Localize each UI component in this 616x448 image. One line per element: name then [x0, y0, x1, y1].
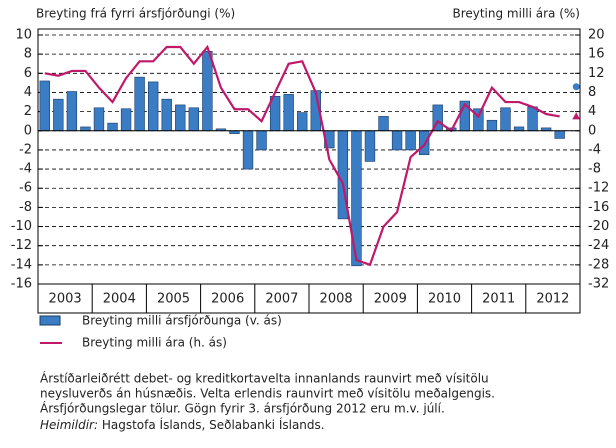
y2-tick-label: -32 [588, 277, 609, 292]
bar [500, 107, 511, 132]
source-label: Heimildir: [40, 418, 98, 432]
note: Árstíðarleiðrétt debet- og kreditkortave… [40, 371, 489, 386]
bar [120, 108, 132, 132]
legend-swatch-bar [39, 315, 61, 326]
y2-tick-label: 0 [588, 123, 596, 138]
y2-tick-label: -16 [588, 200, 609, 215]
bar [405, 130, 416, 151]
bar [256, 130, 267, 151]
y2-tick-label: -28 [588, 257, 609, 272]
y-tick-label: -4 [19, 162, 32, 177]
y2-tick-label: -24 [588, 238, 609, 253]
x-tick-label: 2006 [211, 292, 244, 307]
bar [134, 76, 145, 132]
bar [391, 130, 403, 151]
bar [554, 130, 565, 139]
y2-tick-label: -20 [588, 219, 609, 234]
bar [188, 107, 200, 132]
bar [418, 130, 430, 156]
y-tick-label: 10 [15, 28, 32, 43]
bar [513, 126, 525, 132]
y2-tick-label: 20 [588, 28, 605, 43]
y-tick-label: 4 [24, 85, 32, 100]
x-tick-label: 2007 [265, 292, 298, 307]
legend-label: Breyting milli ársfjórðunga (v. ás) [82, 314, 282, 328]
y-tick-label: -16 [11, 277, 32, 292]
y2-tick-label: 16 [588, 47, 605, 62]
y-tick-label: -10 [11, 219, 32, 234]
x-tick-label: 2009 [374, 292, 407, 307]
bar [364, 130, 376, 162]
line [44, 44, 560, 267]
bar [242, 130, 254, 170]
y2-tick-label: 4 [588, 104, 596, 119]
bar [93, 107, 105, 132]
note: neysluverðs án húsnæðis. Velta erlendis … [40, 387, 495, 401]
source: Heimildir: Hagstofa Íslands, Seðlabanki … [40, 417, 325, 432]
bar [80, 126, 91, 132]
note: Ársfjórðungslegar tölur. Gögn fyrir 3. á… [40, 401, 445, 416]
bar [283, 94, 294, 132]
bar [53, 98, 64, 132]
projection-marker [572, 83, 580, 91]
source-text: Hagstofa Íslands, Seðlabanki Íslands. [98, 417, 325, 432]
bar [39, 80, 50, 132]
plot-frame [37, 28, 581, 314]
y-tick-label: -2 [19, 142, 32, 157]
bar [378, 116, 389, 132]
left-axis-title: Breyting frá fyrri ársfjórðungi (%) [36, 7, 235, 21]
legend-label: Breyting milli ára (h. ás) [82, 336, 227, 350]
projection-marker [572, 112, 581, 120]
bar [527, 106, 538, 132]
y-tick-label: 0 [24, 123, 32, 138]
x-tick-label: 2003 [49, 292, 82, 307]
y-tick-label: 2 [24, 104, 32, 119]
y2-tick-label: -4 [588, 142, 601, 157]
y-tick-label: -6 [19, 181, 32, 196]
x-tick-label: 2012 [536, 292, 569, 307]
y-tick-label: -12 [11, 238, 32, 253]
bar [147, 81, 159, 132]
y2-tick-label: 12 [588, 66, 605, 81]
x-tick-label: 2008 [320, 292, 353, 307]
y-tick-label: 6 [24, 66, 32, 81]
bar [486, 119, 498, 132]
bar [107, 122, 118, 132]
y-tick-label: -14 [11, 257, 32, 272]
bar [161, 98, 172, 132]
y-tick-label: 8 [24, 47, 32, 62]
x-tick-label: 2010 [428, 292, 461, 307]
x-tick-label: 2004 [103, 292, 136, 307]
bar [175, 104, 186, 132]
right-axis-title: Breyting milli ára (%) [452, 7, 580, 21]
x-tick-label: 2005 [157, 292, 190, 307]
bar [66, 91, 78, 132]
y2-tick-label: 8 [588, 85, 596, 100]
y2-tick-label: -8 [588, 162, 601, 177]
bar [297, 112, 308, 132]
y2-tick-label: -12 [588, 181, 609, 196]
y-tick-label: -8 [19, 200, 32, 215]
bar [202, 50, 213, 132]
x-tick-label: 2011 [482, 292, 515, 307]
